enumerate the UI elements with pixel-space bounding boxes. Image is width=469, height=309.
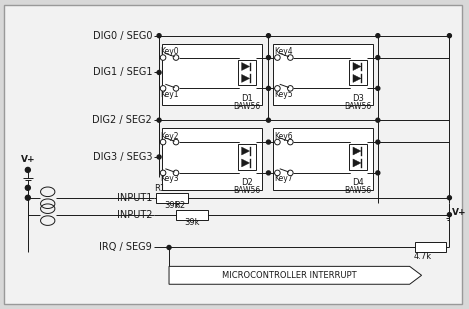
Circle shape [167,245,171,249]
Circle shape [157,155,161,159]
Circle shape [25,195,30,200]
Circle shape [160,55,166,60]
Bar [162,44,262,105]
Text: Key3: Key3 [160,174,179,183]
Text: DIG3 / SEG3: DIG3 / SEG3 [93,152,152,162]
Bar [349,60,367,85]
Text: BAW56: BAW56 [344,186,371,195]
Text: INPUT1: INPUT1 [117,193,152,203]
Circle shape [266,56,271,60]
Text: D1: D1 [241,94,252,103]
Circle shape [376,140,380,144]
Polygon shape [242,159,250,167]
Text: Key1: Key1 [160,90,179,99]
Circle shape [275,170,280,176]
Polygon shape [242,74,250,83]
Circle shape [376,34,380,38]
Text: R1: R1 [154,184,165,193]
Text: DIG1 / SEG1: DIG1 / SEG1 [93,67,152,78]
Text: D2: D2 [241,178,252,187]
Text: BAW56: BAW56 [233,102,260,111]
Circle shape [173,86,179,91]
Text: INPUT2: INPUT2 [117,210,152,220]
Circle shape [287,139,293,145]
Bar [156,193,188,203]
Circle shape [266,140,271,144]
Text: BAW56: BAW56 [233,186,260,195]
Circle shape [376,87,380,90]
Polygon shape [353,147,361,155]
Bar [238,144,256,170]
Circle shape [376,118,380,122]
Bar [415,243,446,252]
Circle shape [173,170,179,176]
Text: Key4: Key4 [274,47,293,56]
Text: 39k: 39k [184,218,199,227]
Text: R2: R2 [174,201,185,210]
Circle shape [25,167,30,172]
Text: MICROCONTROLLER INTERRUPT: MICROCONTROLLER INTERRUPT [222,271,356,280]
Circle shape [266,34,271,38]
Circle shape [266,87,271,90]
Circle shape [266,118,271,122]
Polygon shape [353,159,361,167]
Text: DIG0 / SEG0: DIG0 / SEG0 [93,31,152,41]
Text: 4.7k: 4.7k [414,252,431,261]
Polygon shape [242,62,250,70]
Text: DIG2 / SEG2: DIG2 / SEG2 [92,115,152,125]
Polygon shape [242,147,250,155]
Circle shape [287,170,293,176]
Circle shape [376,171,380,175]
Circle shape [266,171,271,175]
Text: D4: D4 [352,178,364,187]
Circle shape [160,86,166,91]
Text: 39k: 39k [164,201,180,210]
Bar [273,128,373,190]
Text: Key2: Key2 [160,132,179,141]
Text: V+: V+ [21,155,35,164]
Text: Key6: Key6 [274,132,293,141]
Circle shape [173,139,179,145]
Bar [349,144,367,170]
Polygon shape [169,266,422,284]
Text: Key0: Key0 [160,47,179,56]
Circle shape [447,213,452,217]
Circle shape [376,56,380,60]
Text: IRQ / SEG9: IRQ / SEG9 [99,243,152,252]
Circle shape [25,185,30,190]
Polygon shape [353,62,361,70]
Bar [162,128,262,190]
Text: BAW56: BAW56 [344,102,371,111]
Circle shape [287,55,293,60]
Bar [176,210,208,220]
Polygon shape [353,74,361,83]
Circle shape [160,170,166,176]
Circle shape [173,55,179,60]
Text: Key7: Key7 [274,174,293,183]
Circle shape [275,86,280,91]
Bar [238,60,256,85]
Bar [273,44,373,105]
Circle shape [447,196,452,200]
Circle shape [447,34,452,38]
Circle shape [157,70,161,74]
Text: D3: D3 [352,94,364,103]
Text: Key5: Key5 [274,90,293,99]
Circle shape [287,86,293,91]
Text: V+: V+ [453,208,467,217]
Circle shape [157,34,161,38]
Circle shape [275,139,280,145]
Circle shape [275,55,280,60]
Circle shape [157,118,161,122]
Circle shape [160,139,166,145]
